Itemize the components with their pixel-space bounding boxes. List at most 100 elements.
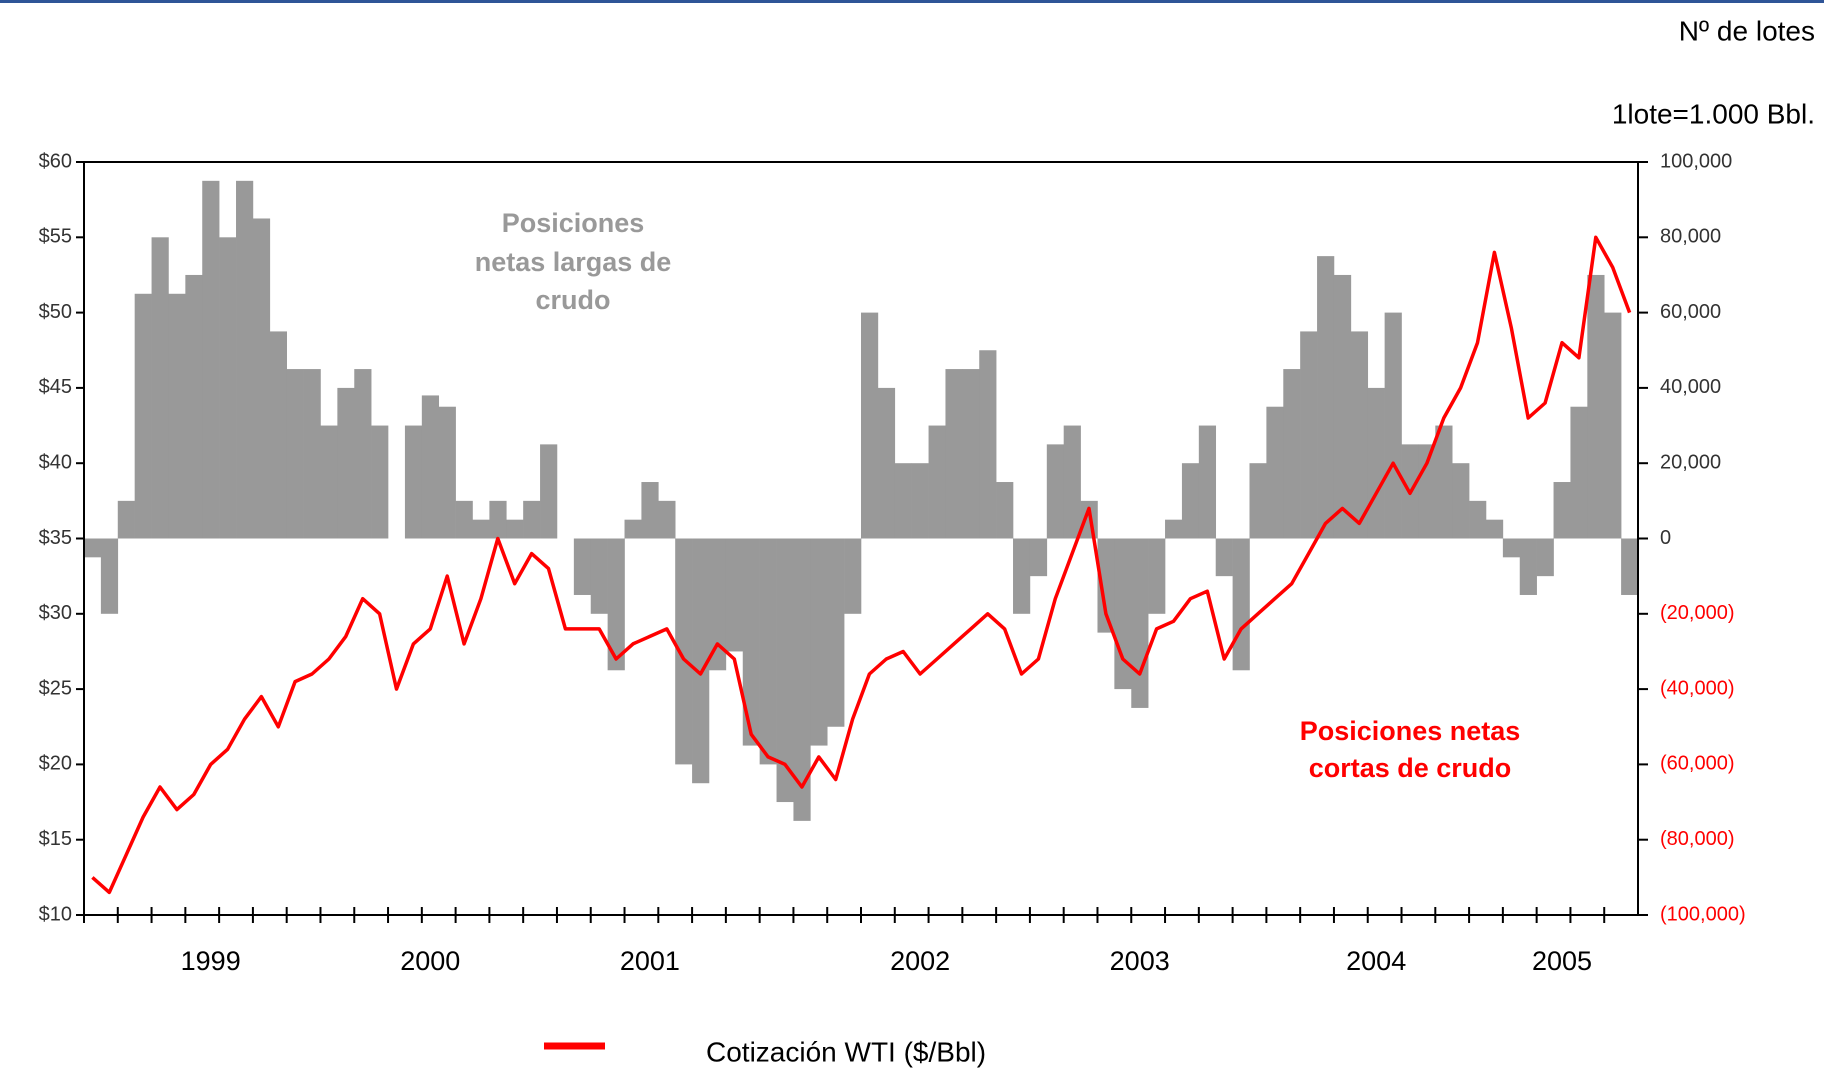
bar [202,180,220,539]
y-tick-label: $10 [39,903,72,925]
bar [1519,538,1537,595]
x-tick-label: 2000 [400,946,460,976]
bar [1435,425,1453,539]
bar [1384,312,1402,539]
y2-axis-label: Nº de lotes [1679,15,1815,46]
bar [1469,500,1487,539]
bar [607,538,625,671]
bar [1215,538,1233,577]
bar [861,312,879,539]
bar [1350,331,1369,539]
bar [252,218,271,539]
bar [1502,538,1521,558]
bar [168,293,186,539]
bar [404,425,423,539]
bar [624,519,642,539]
bar [269,331,287,539]
bar [1452,463,1470,539]
x-tick-label: 2001 [620,946,680,976]
bar [100,538,119,614]
bar [286,369,304,539]
bar [1232,538,1250,671]
bar [708,538,727,671]
bar [151,237,169,539]
bar [1485,519,1504,539]
bar [962,369,980,539]
x-tick-label: 1999 [181,946,241,976]
y2-tick-label: 40,000 [1660,376,1721,398]
x-tick-label: 2004 [1346,946,1406,976]
y-tick-label: $15 [39,828,72,850]
y2-tick-label: (60,000) [1660,753,1735,775]
bar [236,180,254,539]
x-tick-label: 2002 [890,946,950,976]
bar [810,538,828,746]
bar [472,519,490,539]
bar [1131,538,1149,708]
bar [1249,463,1267,539]
y-tick-label: $20 [39,753,72,775]
bar [725,538,744,652]
y-tick-label: $60 [39,150,72,172]
bar [877,387,896,539]
bar [776,538,794,803]
x-tick-label: 2003 [1110,946,1170,976]
legend-label: Cotización WTI ($/Bbl) [706,1036,986,1067]
bar [1283,369,1301,539]
y2-tick-label: 80,000 [1660,226,1721,248]
y2-tick-label: (100,000) [1660,903,1746,925]
bar [303,369,321,539]
bar [337,387,355,539]
bar [540,444,558,539]
price-line [91,235,1632,895]
bar [844,538,862,614]
y2-tick-label: 0 [1660,527,1671,549]
bar [1063,425,1081,539]
bar [1604,312,1622,539]
bar [219,237,237,539]
y-tick-label: $30 [39,602,72,624]
bar [421,395,440,539]
y-tick-label: $40 [39,451,72,473]
bar [1266,406,1284,539]
y-tick-label: $25 [39,677,72,699]
bar [455,500,473,539]
y-tick-label: $55 [39,226,72,248]
y-tick-label: $50 [39,301,72,323]
bar [1553,482,1571,539]
bar [1300,331,1318,539]
bar [320,425,338,539]
bar [1536,538,1554,577]
bar [675,538,693,765]
bar [1181,463,1200,539]
bar [117,500,135,539]
bar [1165,519,1183,539]
y-tick-label: $35 [39,527,72,549]
bar [1046,444,1064,539]
y2-tick-label: (20,000) [1660,602,1735,624]
bar [658,500,676,539]
bar [590,538,608,614]
bar [489,500,507,539]
annotation: netas largas de [475,247,672,277]
bar [793,538,811,821]
y2-tick-label: (40,000) [1660,677,1735,699]
bar [1621,538,1639,595]
annotation: cortas de crudo [1309,753,1512,783]
annotation: crudo [535,285,610,315]
bar [185,274,203,539]
bar [1367,387,1385,539]
bar [1317,256,1335,539]
x-tick-label: 2005 [1532,946,1592,976]
bar [979,350,997,539]
bar [354,369,372,539]
bar [1570,406,1588,539]
bar [894,463,912,539]
y2-axis-label: 1lote=1.000 Bbl. [1612,98,1815,129]
bar [1148,538,1166,614]
bar [438,406,456,539]
annotation: Posiciones [502,208,645,238]
bar [134,293,152,539]
bar [506,519,524,539]
